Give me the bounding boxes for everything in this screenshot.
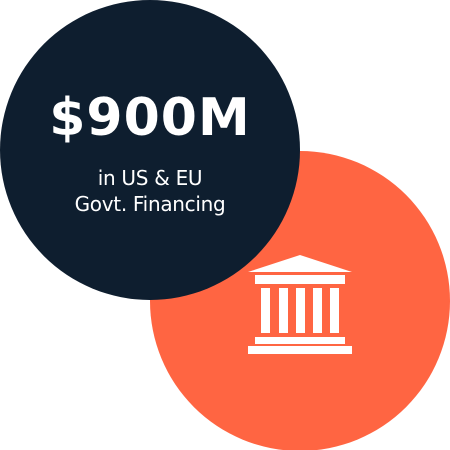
bank-building-icon bbox=[248, 255, 352, 354]
navy-circle bbox=[0, 0, 300, 300]
stat-block: $900M in US & EU Govt. Financing bbox=[0, 0, 300, 300]
stat-caption-line-1: in US & EU bbox=[97, 166, 203, 190]
stat-caption-line-2: Govt. Financing bbox=[74, 192, 226, 216]
stat-value: $900M bbox=[49, 88, 251, 148]
